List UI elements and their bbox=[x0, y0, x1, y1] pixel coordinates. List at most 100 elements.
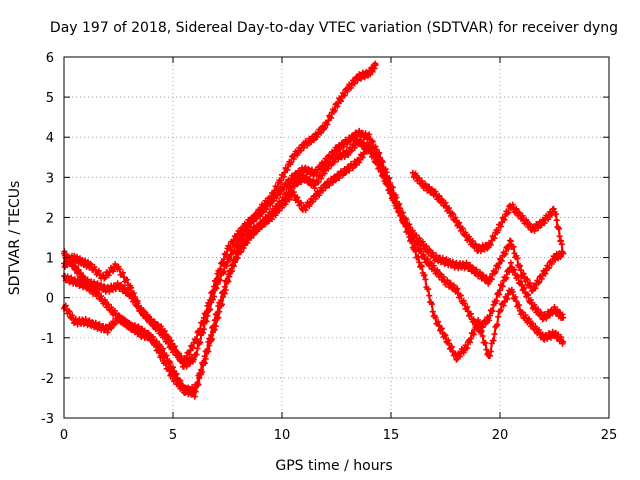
data-point bbox=[106, 304, 109, 308]
data-point bbox=[498, 224, 502, 227]
data-point bbox=[520, 216, 524, 219]
data-point bbox=[77, 272, 81, 275]
data-point bbox=[509, 288, 513, 291]
data-point bbox=[531, 288, 535, 291]
data-point bbox=[171, 376, 175, 380]
data-point bbox=[138, 328, 142, 332]
data-point bbox=[520, 312, 524, 316]
y-tick-label: 1 bbox=[46, 252, 54, 267]
data-point bbox=[455, 264, 458, 267]
data-point bbox=[215, 276, 219, 279]
data-point bbox=[237, 240, 240, 243]
data-point bbox=[465, 308, 469, 312]
data-point bbox=[520, 272, 524, 275]
data-point bbox=[101, 276, 105, 279]
data-point bbox=[346, 139, 349, 143]
x-tick-label: 10 bbox=[274, 428, 291, 443]
data-point bbox=[215, 312, 219, 316]
data-point bbox=[553, 256, 556, 259]
data-point bbox=[280, 188, 284, 191]
data-point bbox=[291, 175, 295, 179]
data-point bbox=[561, 340, 565, 344]
data-point bbox=[73, 320, 77, 324]
data-point bbox=[498, 288, 502, 291]
data-point bbox=[378, 167, 382, 171]
data-point bbox=[160, 332, 164, 336]
data-point bbox=[378, 155, 382, 159]
data-point bbox=[182, 360, 186, 364]
y-tick-label: -1 bbox=[41, 332, 54, 347]
data-point bbox=[324, 167, 327, 171]
data-point bbox=[84, 320, 88, 324]
data-point bbox=[258, 224, 262, 227]
data-point bbox=[71, 256, 75, 259]
data-point bbox=[444, 260, 447, 263]
data-point bbox=[182, 388, 186, 392]
data-point bbox=[313, 135, 317, 139]
data-point bbox=[455, 288, 458, 291]
data-point bbox=[313, 196, 317, 199]
y-tick-label: 2 bbox=[46, 211, 54, 226]
data-point bbox=[455, 220, 458, 223]
x-axis-label: GPS time / hours bbox=[275, 458, 392, 474]
data-point bbox=[291, 192, 295, 195]
data-point bbox=[553, 208, 556, 211]
data-point bbox=[476, 328, 480, 332]
data-point bbox=[455, 356, 458, 360]
data-point bbox=[117, 284, 120, 287]
y-tick-label: 6 bbox=[46, 51, 54, 66]
data-point bbox=[247, 220, 251, 223]
data-point bbox=[476, 248, 480, 251]
data-point bbox=[88, 264, 92, 267]
data-point bbox=[73, 280, 77, 283]
data-point bbox=[280, 175, 284, 179]
data-point bbox=[422, 244, 426, 247]
data-point bbox=[291, 155, 295, 159]
data-point bbox=[106, 288, 109, 291]
data-point bbox=[509, 240, 513, 243]
y-tick-label: 5 bbox=[46, 91, 54, 106]
data-point bbox=[465, 236, 469, 239]
data-point bbox=[193, 388, 197, 392]
data-point bbox=[433, 256, 436, 259]
data-point bbox=[444, 280, 447, 283]
series-track-5 bbox=[409, 169, 567, 257]
data-point bbox=[95, 324, 99, 328]
data-point bbox=[542, 220, 545, 223]
data-point bbox=[84, 284, 88, 287]
data-point bbox=[95, 292, 99, 296]
data-point bbox=[487, 356, 491, 360]
data-point bbox=[302, 143, 306, 147]
data-point bbox=[149, 320, 153, 324]
data-point bbox=[411, 171, 415, 175]
data-point bbox=[367, 135, 371, 139]
x-tick-label: 0 bbox=[60, 428, 68, 443]
axis-ticks: -3 -2 -1 0 1 2 3 4 5 6 0 5 10 15 20 25 bbox=[41, 51, 617, 443]
data-point bbox=[422, 256, 426, 259]
data-point bbox=[346, 87, 349, 91]
data-point bbox=[346, 167, 349, 171]
x-tick-label: 15 bbox=[383, 428, 400, 443]
data-point bbox=[127, 284, 131, 287]
data-point bbox=[389, 192, 393, 195]
data-point bbox=[531, 304, 535, 308]
data-point bbox=[160, 356, 164, 360]
data-point bbox=[422, 184, 426, 187]
data-point bbox=[171, 348, 175, 352]
data-point bbox=[280, 200, 284, 203]
data-point bbox=[531, 324, 535, 328]
x-tick-label: 5 bbox=[169, 428, 177, 443]
data-point bbox=[302, 175, 306, 179]
data-point bbox=[465, 344, 469, 348]
data-point bbox=[258, 212, 262, 215]
data-point bbox=[433, 268, 436, 271]
data-point bbox=[335, 103, 338, 107]
y-tick-label: 4 bbox=[46, 131, 54, 146]
data-point bbox=[193, 356, 197, 360]
data-traces bbox=[61, 60, 567, 400]
data-point bbox=[324, 184, 327, 187]
data-point bbox=[487, 316, 491, 320]
data-point bbox=[127, 324, 131, 328]
